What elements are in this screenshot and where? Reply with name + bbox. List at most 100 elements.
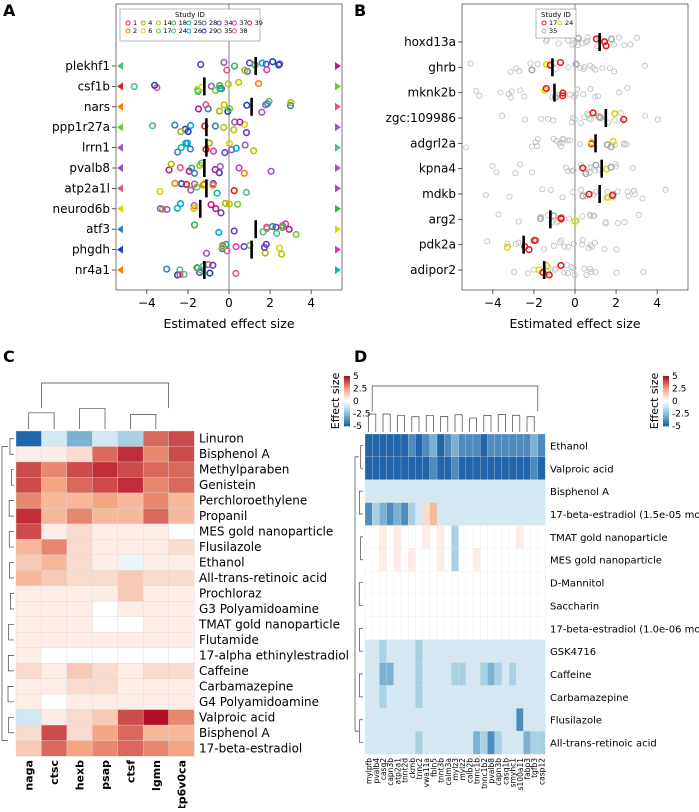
heat-cell bbox=[66, 570, 93, 587]
study-point bbox=[545, 264, 552, 271]
heat-row-label: 17-beta-estradiol bbox=[199, 741, 302, 755]
study-point bbox=[190, 221, 199, 229]
legend-swatch bbox=[171, 28, 177, 34]
legend-swatch bbox=[541, 20, 547, 26]
heat-cell bbox=[15, 724, 42, 742]
heat-cell bbox=[66, 740, 93, 757]
heat-cell bbox=[15, 678, 42, 695]
heat-cell bbox=[117, 539, 144, 556]
study-point bbox=[558, 237, 565, 244]
heat-col-label: atp2a1 bbox=[393, 758, 402, 785]
heat-cell bbox=[41, 523, 68, 540]
x-tick-label: −4 bbox=[138, 296, 156, 310]
clip-arrow-right bbox=[335, 143, 341, 152]
heat-cell bbox=[393, 479, 402, 504]
study-point bbox=[524, 270, 531, 277]
heat-cell bbox=[92, 631, 119, 649]
scale-swatch bbox=[663, 386, 669, 389]
study-point bbox=[495, 211, 502, 218]
heat-cell bbox=[494, 502, 503, 526]
dendro-branch bbox=[10, 469, 14, 486]
dendro-branch bbox=[425, 414, 434, 432]
study-point bbox=[581, 265, 588, 272]
heat-cell bbox=[487, 730, 496, 755]
heat-cell bbox=[400, 616, 409, 641]
heat-cell bbox=[465, 456, 474, 481]
heat-cell bbox=[408, 685, 416, 709]
dendro-branch bbox=[469, 417, 477, 432]
heat-cell bbox=[66, 539, 93, 556]
scale-swatch bbox=[663, 394, 669, 397]
heat-cell bbox=[480, 433, 488, 458]
scale-swatch bbox=[663, 416, 669, 419]
heat-cell bbox=[15, 554, 42, 571]
study-point bbox=[602, 42, 610, 50]
heat-cell bbox=[41, 477, 68, 494]
study-point bbox=[587, 86, 594, 93]
heat-row-label: Ethanol bbox=[199, 556, 245, 570]
gene-label: kpna4 bbox=[419, 162, 456, 176]
heat-cell bbox=[501, 525, 510, 549]
heat-cell bbox=[41, 446, 68, 463]
heat-cell bbox=[168, 508, 195, 525]
scale-swatch bbox=[344, 420, 350, 423]
heat-cell bbox=[66, 601, 93, 618]
study-point bbox=[611, 117, 618, 124]
heat-cell bbox=[451, 525, 460, 549]
study-point bbox=[263, 66, 271, 74]
heat-col-label: fabp3 bbox=[523, 758, 532, 780]
dendro-branch bbox=[9, 593, 14, 610]
heat-cell bbox=[487, 708, 496, 732]
scale-swatch bbox=[663, 388, 669, 391]
heat-cell bbox=[117, 662, 144, 680]
clip-arrow-right bbox=[335, 184, 341, 193]
heat-cell bbox=[429, 708, 438, 732]
heat-cell bbox=[393, 730, 402, 755]
heat-cell bbox=[393, 456, 402, 481]
study-point bbox=[217, 209, 225, 217]
heat-cell bbox=[117, 554, 144, 571]
heat-cell bbox=[501, 456, 510, 481]
heat-col-label: ckmb bbox=[408, 758, 417, 779]
heat-cell bbox=[386, 433, 395, 458]
study-point bbox=[617, 110, 624, 117]
heat-cell bbox=[472, 433, 481, 458]
heat-col-label: psap bbox=[99, 760, 112, 790]
heat-cell bbox=[530, 730, 539, 755]
scale-swatch bbox=[663, 390, 669, 393]
clip-arrow-right bbox=[335, 123, 341, 132]
clip-arrow-right bbox=[335, 225, 341, 234]
study-point bbox=[521, 93, 528, 100]
heat-cell bbox=[379, 616, 388, 641]
heat-cell bbox=[465, 479, 474, 504]
study-point bbox=[607, 35, 616, 43]
study-point bbox=[269, 58, 277, 66]
heat-cell bbox=[393, 525, 402, 549]
heat-cell bbox=[142, 539, 170, 556]
dendro-branch bbox=[79, 408, 106, 429]
study-point bbox=[242, 128, 251, 137]
study-point bbox=[662, 186, 669, 193]
legend-box bbox=[535, 8, 577, 39]
heat-cell bbox=[386, 730, 395, 755]
heat-cell bbox=[168, 693, 195, 711]
dendro-branch bbox=[359, 627, 363, 652]
legend-label: 34 bbox=[224, 19, 232, 27]
study-point bbox=[225, 105, 234, 113]
legend-swatch bbox=[171, 20, 177, 26]
study-point bbox=[592, 93, 599, 100]
heat-cell bbox=[444, 662, 452, 686]
heat-col-label: pvalb8 bbox=[487, 758, 496, 784]
study-point bbox=[240, 169, 248, 177]
study-point bbox=[258, 108, 266, 116]
x-tick-label: 2 bbox=[266, 296, 274, 310]
color-scale: 5 2.5 0 -2.5 -5 Effect size bbox=[648, 372, 690, 432]
heat-cell bbox=[494, 525, 503, 549]
study-point bbox=[516, 68, 523, 75]
heat-row-label: Genistein bbox=[199, 478, 256, 492]
heat-cell bbox=[168, 585, 195, 602]
heat-row-label: Bisphenol A bbox=[199, 726, 271, 740]
heat-cell bbox=[494, 708, 503, 732]
scale-label: 2.5 bbox=[672, 385, 686, 395]
clip-arrow-left bbox=[117, 102, 123, 111]
